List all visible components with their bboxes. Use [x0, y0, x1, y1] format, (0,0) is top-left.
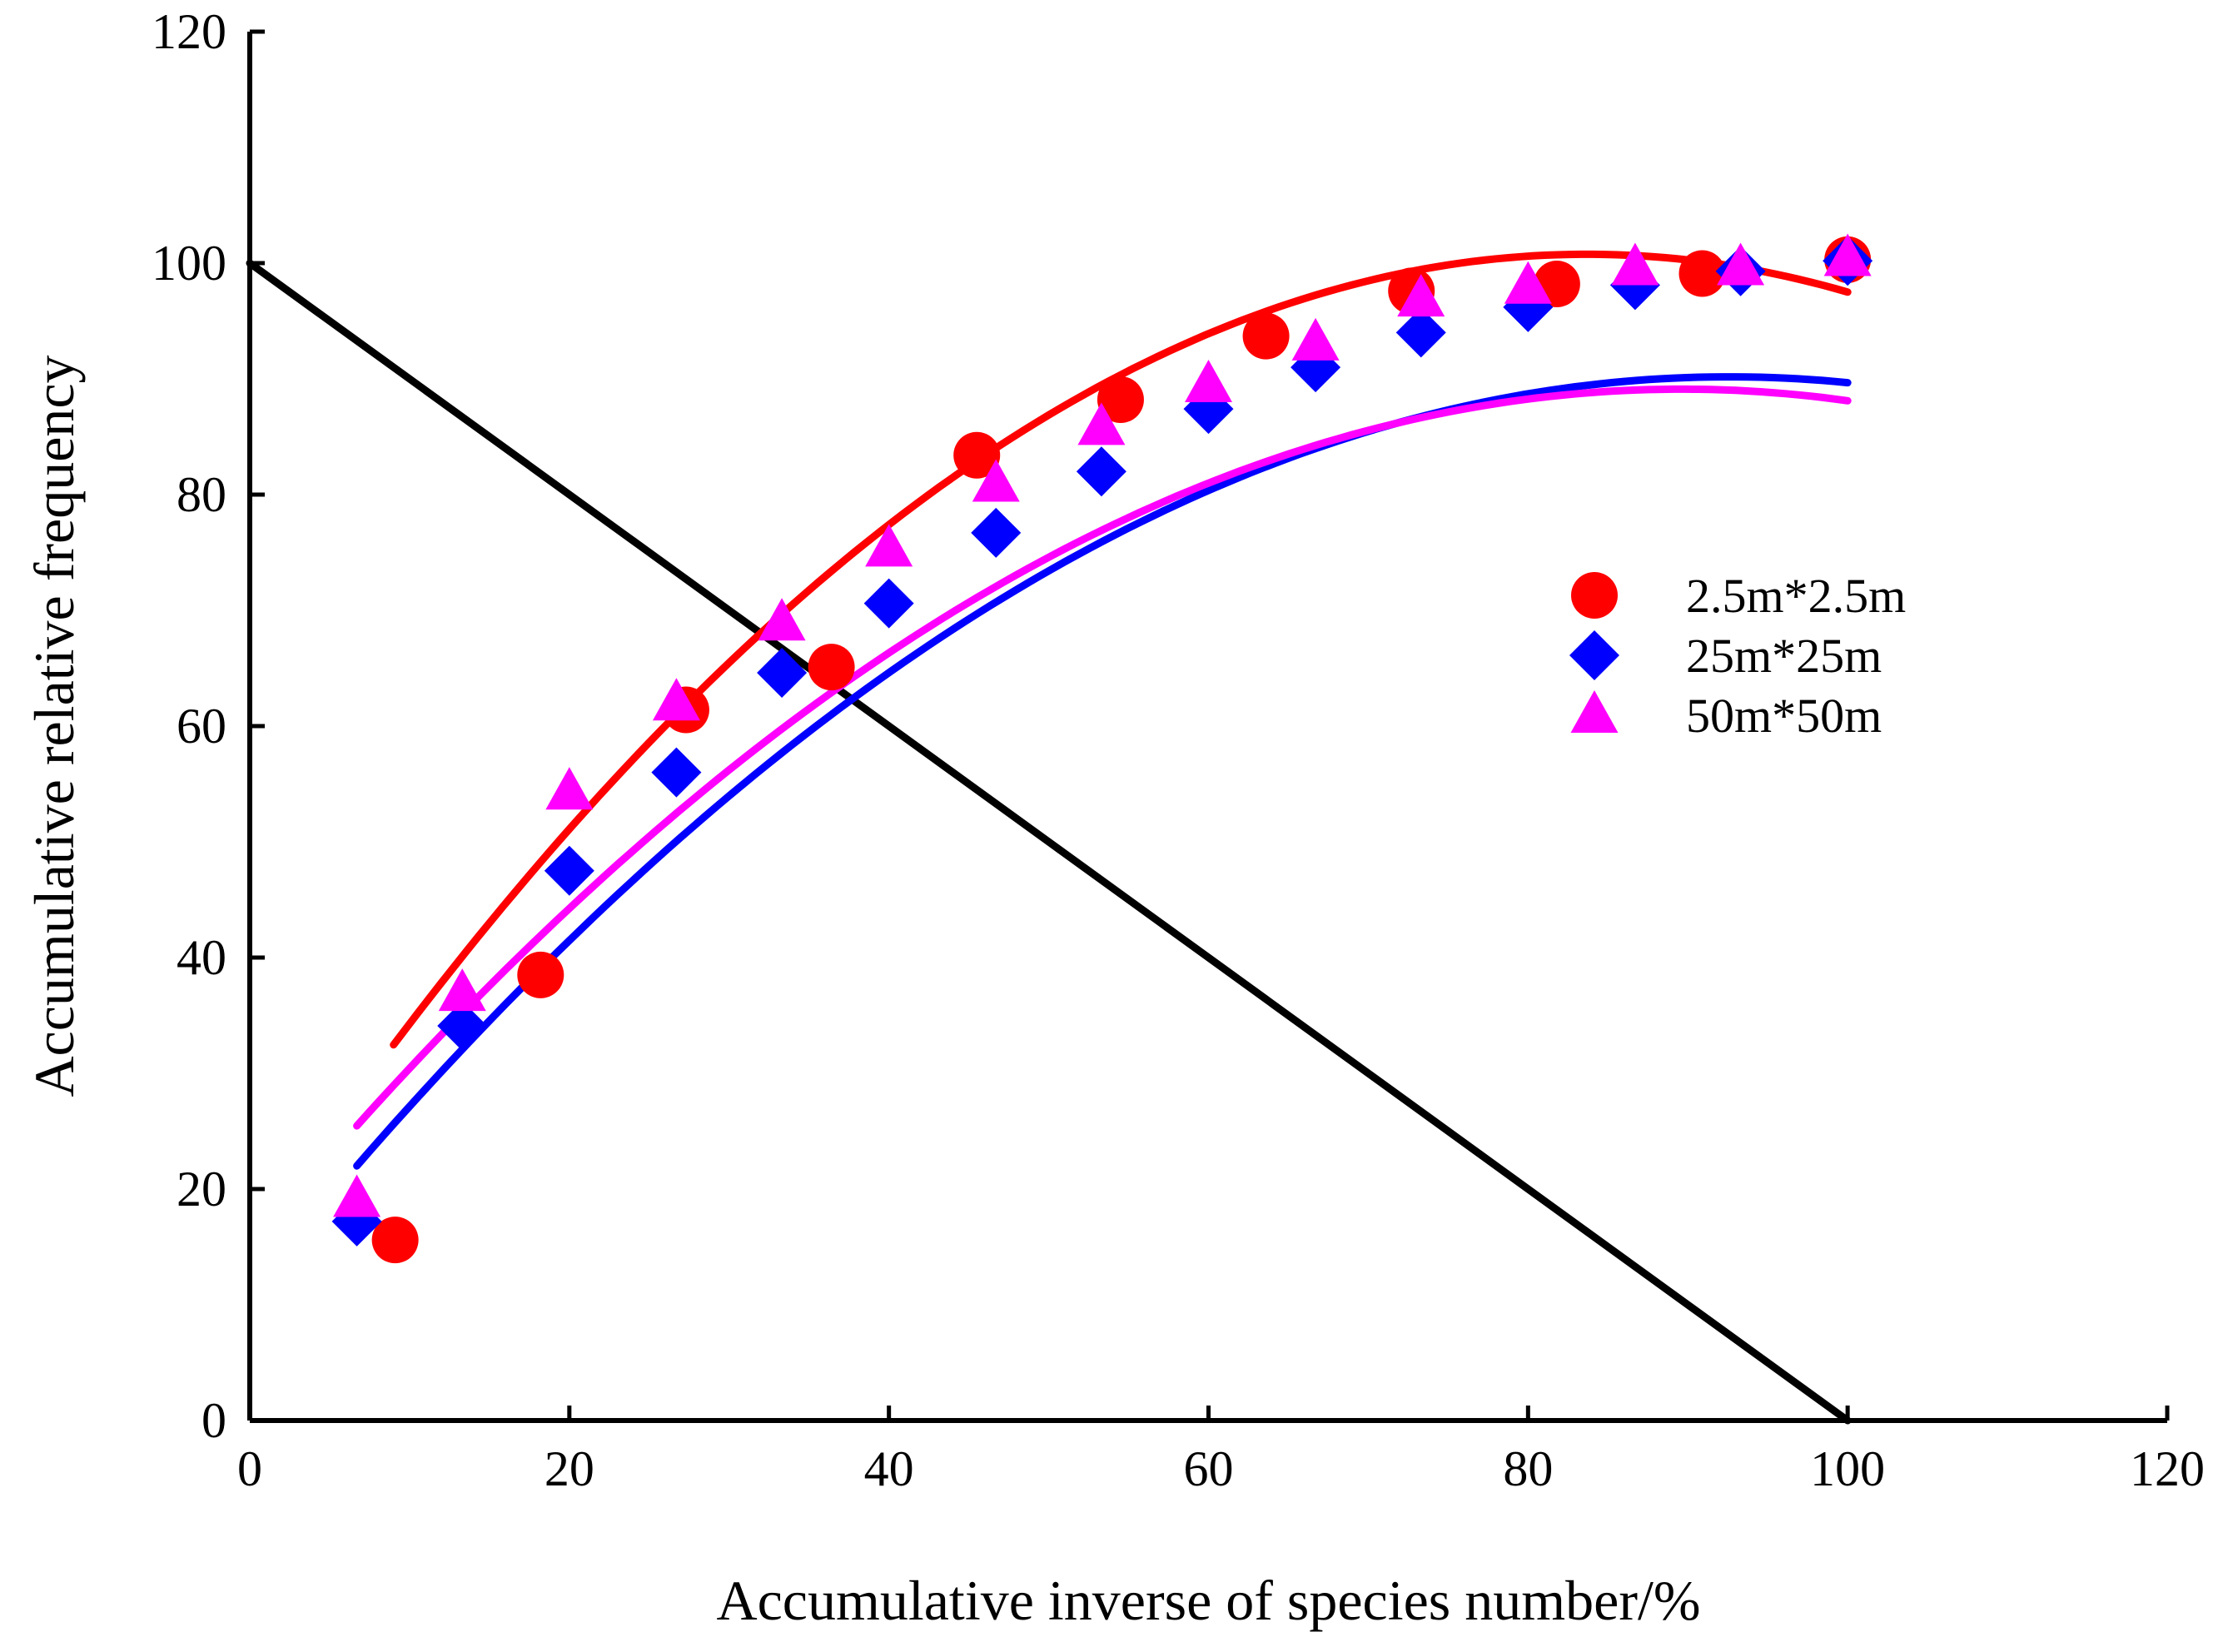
y-tick-label: 0 — [201, 1393, 226, 1448]
x-tick-label: 40 — [864, 1441, 914, 1496]
data-point-triangle — [545, 767, 594, 810]
reference-line-group — [246, 259, 1852, 1425]
data-point-circle — [1242, 312, 1290, 360]
data-point-diamond — [1076, 446, 1126, 497]
x-tick-label: 60 — [1184, 1441, 1234, 1496]
data-markers — [331, 233, 1873, 1264]
y-tick-label: 20 — [177, 1162, 226, 1217]
data-point-diamond — [437, 1001, 488, 1052]
data-point-circle — [808, 644, 855, 691]
data-point-diamond — [971, 507, 1022, 558]
x-axis-title: Accumulative inverse of species number/% — [716, 1569, 1700, 1632]
y-tick-label: 80 — [177, 467, 226, 522]
data-point-triangle — [333, 1174, 381, 1217]
data-point-triangle — [652, 678, 700, 721]
data-point-triangle — [865, 524, 913, 567]
fit-curve-triangle — [353, 385, 1852, 1130]
legend-marker-diamond — [1569, 630, 1619, 680]
x-tick-label: 20 — [545, 1441, 594, 1496]
data-point-triangle — [1185, 359, 1232, 402]
data-point-circle — [371, 1217, 419, 1264]
data-point-circle — [953, 431, 1001, 479]
data-point-triangle — [758, 598, 806, 641]
legend: 2.5m*2.5m 25m*25m 50m*50m — [1569, 569, 1906, 743]
ticks: 0 20 40 60 80 100 120 0 20 40 60 80 100 120 — [152, 4, 2205, 1496]
data-point-triangle — [1397, 274, 1445, 317]
data-point-triangle — [1611, 242, 1659, 286]
legend-label: 25m*25m — [1686, 629, 1882, 683]
data-point-circle — [1097, 376, 1144, 424]
legend-label: 2.5m*2.5m — [1686, 569, 1906, 623]
data-point-diamond — [1395, 307, 1446, 358]
x-tick-label: 100 — [1810, 1441, 1885, 1496]
y-tick-label: 120 — [152, 4, 226, 59]
x-tick-label: 120 — [2130, 1441, 2205, 1496]
data-point-diamond — [651, 747, 702, 798]
x-tick-label: 80 — [1503, 1441, 1553, 1496]
data-point-circle — [517, 951, 564, 998]
data-point-circle — [1678, 250, 1726, 297]
reference-line — [246, 259, 1852, 1425]
y-tick-label: 60 — [177, 699, 226, 754]
fit-curve-circle — [390, 250, 1852, 1049]
data-point-triangle — [438, 968, 486, 1012]
data-point-diamond — [757, 648, 808, 699]
fit-curves — [353, 250, 1852, 1170]
legend-marker-circle — [1571, 572, 1618, 619]
data-point-triangle — [1291, 317, 1340, 361]
legend-marker-triangle — [1570, 690, 1619, 733]
fit-curve-diamond — [353, 373, 1852, 1170]
x-tick-label: 0 — [237, 1441, 262, 1496]
data-point-triangle — [1717, 242, 1765, 286]
data-point-triangle — [1504, 261, 1552, 304]
data-point-triangle — [1077, 402, 1126, 445]
y-tick-label: 40 — [177, 930, 226, 985]
y-axis-title: Accumulative relative frequency — [22, 355, 86, 1097]
data-point-diamond — [544, 845, 594, 896]
legend-label: 50m*50m — [1686, 689, 1882, 743]
data-point-triangle — [1823, 233, 1872, 276]
data-point-diamond — [863, 578, 914, 629]
data-point-triangle — [972, 459, 1020, 502]
y-tick-label: 100 — [152, 236, 226, 291]
